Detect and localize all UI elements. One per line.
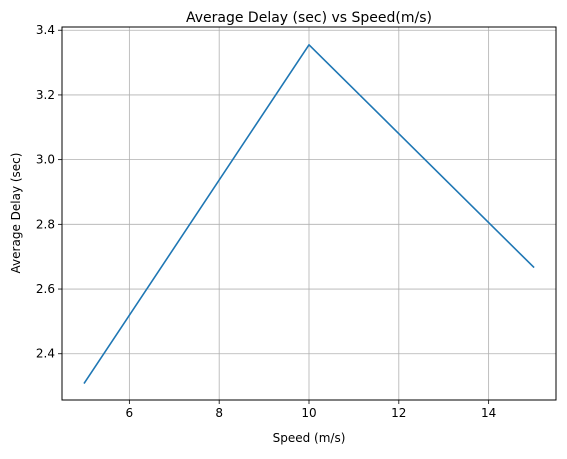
chart-title: Average Delay (sec) vs Speed(m/s): [186, 10, 432, 26]
y-tick-label: 2.6: [36, 282, 55, 296]
y-tick-label: 2.4: [36, 347, 55, 361]
y-tick-label: 3.2: [36, 88, 55, 102]
x-axis-label: Speed (m/s): [273, 431, 346, 445]
y-axis-ticks: 2.4 2.6 2.8 3.0 3.2 3.4: [36, 23, 62, 361]
x-tick-label: 14: [481, 406, 496, 420]
x-tick-label: 10: [301, 406, 316, 420]
y-tick-label: 2.8: [36, 217, 55, 231]
plot-series: [83, 43, 535, 384]
grid: [62, 27, 556, 400]
y-axis-label: Average Delay (sec): [9, 153, 23, 274]
x-axis-ticks: 6 8 10 12 14: [126, 400, 496, 420]
x-tick-label: 6: [126, 406, 134, 420]
x-tick-label: 8: [215, 406, 223, 420]
x-tick-label: 12: [391, 406, 406, 420]
y-tick-label: 3.4: [36, 23, 55, 37]
y-tick-label: 3.0: [36, 153, 55, 167]
series-line: [83, 43, 535, 384]
